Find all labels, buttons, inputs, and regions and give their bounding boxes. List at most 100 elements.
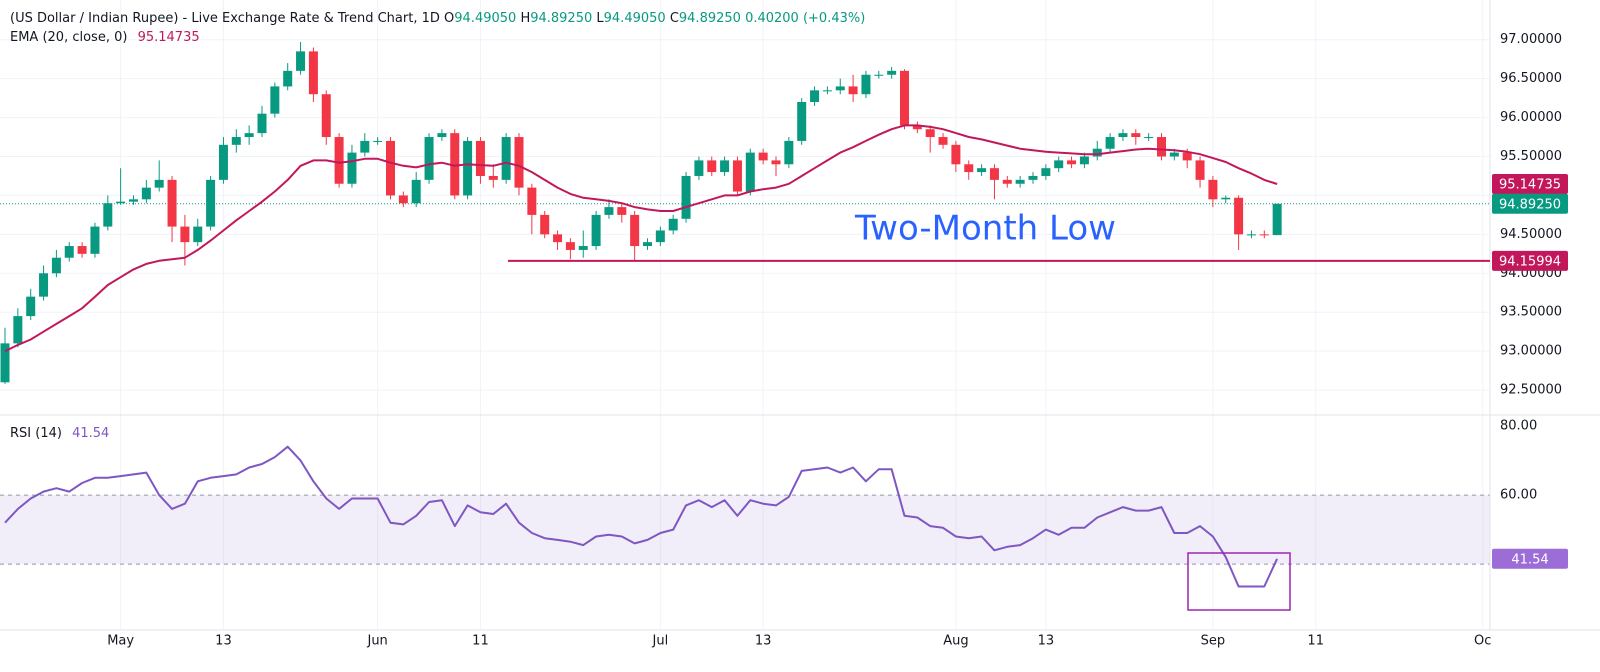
candle-body bbox=[1041, 168, 1051, 176]
candle-body bbox=[681, 175, 691, 219]
annotation: Two-Month Low bbox=[854, 209, 1116, 249]
candle-body bbox=[732, 160, 742, 192]
candle-body bbox=[373, 140, 383, 142]
candle-body bbox=[437, 133, 447, 138]
candle-body bbox=[347, 152, 357, 184]
candle-body bbox=[13, 316, 23, 344]
candle-body bbox=[565, 242, 575, 250]
y-tick-label: 93.50000 bbox=[1500, 305, 1562, 320]
y-tick-label: 92.50000 bbox=[1500, 383, 1562, 398]
candle-body bbox=[720, 160, 730, 173]
candle-body bbox=[1169, 152, 1179, 157]
candle-body bbox=[553, 234, 563, 243]
candle-body bbox=[257, 113, 267, 134]
candle-body bbox=[668, 218, 678, 231]
candle-body bbox=[501, 137, 511, 180]
ema-legend: EMA (20, close, 0) 95.14735 bbox=[10, 29, 200, 47]
candle-body bbox=[835, 86, 845, 91]
ohlc-key: O bbox=[444, 11, 455, 26]
candle-body bbox=[411, 179, 421, 204]
candle-body bbox=[475, 140, 485, 176]
candle-body bbox=[771, 160, 781, 165]
candle-body bbox=[745, 152, 755, 192]
candle-body bbox=[643, 242, 652, 247]
candle-body bbox=[578, 246, 588, 250]
x-tick-label: 13 bbox=[1038, 634, 1055, 649]
candle-body bbox=[26, 296, 36, 317]
candle-body bbox=[912, 125, 922, 130]
symbol-legend: (US Dollar / Indian Rupee) - Live Exchan… bbox=[10, 10, 865, 28]
last-price-label: 94.89250 bbox=[1499, 197, 1561, 212]
ohlc-value: 94.89250 bbox=[530, 11, 593, 26]
candle-body bbox=[64, 246, 74, 258]
candle-body bbox=[1221, 197, 1231, 200]
ohlc-key: H bbox=[520, 11, 531, 26]
candle-body bbox=[1002, 179, 1012, 184]
rsi-value: 41.54 bbox=[72, 426, 110, 441]
ema-value: 95.14735 bbox=[137, 30, 200, 45]
candle-body bbox=[77, 246, 87, 254]
candle-body bbox=[206, 179, 216, 227]
support-price-label-box bbox=[1492, 250, 1568, 271]
candle-body bbox=[283, 70, 293, 87]
candle-body bbox=[488, 175, 498, 180]
rsi-name: RSI (14) bbox=[10, 426, 62, 441]
candle-body bbox=[617, 207, 627, 215]
candle-body bbox=[527, 187, 537, 215]
rsi-value-label-box bbox=[1492, 548, 1568, 569]
candle-body bbox=[296, 51, 306, 71]
candle-body bbox=[386, 140, 395, 196]
candle-body bbox=[822, 90, 832, 92]
candle-body bbox=[116, 201, 126, 204]
candle-body bbox=[1234, 197, 1244, 235]
candle-body bbox=[989, 168, 999, 180]
y-tick-label: 96.00000 bbox=[1500, 110, 1562, 125]
x-tick-label: May bbox=[107, 634, 134, 649]
rsi-highlight-box bbox=[1187, 552, 1291, 611]
x-tick-label: 11 bbox=[1307, 634, 1324, 649]
ohlc-value: 94.49050 bbox=[603, 11, 666, 26]
candle-body bbox=[1067, 160, 1077, 165]
candle-body bbox=[1144, 137, 1154, 139]
candle-body bbox=[861, 74, 871, 95]
candle-body bbox=[810, 90, 820, 102]
y-tick-label: 95.50000 bbox=[1500, 149, 1562, 164]
ema-price-label-box bbox=[1492, 173, 1568, 194]
x-tick-label: Jun bbox=[366, 634, 387, 649]
candle-body bbox=[707, 160, 717, 173]
candle-body bbox=[398, 195, 408, 204]
ema-line bbox=[4, 124, 1278, 353]
candle-body bbox=[193, 226, 203, 243]
candle-body bbox=[784, 140, 794, 165]
ema-price-label: 95.14735 bbox=[1499, 177, 1561, 192]
candle-body bbox=[334, 137, 344, 184]
candle-body bbox=[1195, 160, 1205, 180]
symbol-title: (US Dollar / Indian Rupee) - Live Exchan… bbox=[10, 11, 440, 26]
x-tick-label: Sep bbox=[1201, 634, 1226, 649]
candle-body bbox=[1272, 203, 1282, 236]
ohlc-key: C bbox=[669, 11, 679, 26]
candle-body bbox=[167, 179, 177, 227]
candle-body bbox=[231, 137, 241, 145]
rsi-line bbox=[4, 445, 1279, 588]
x-tick-label: Oc bbox=[1474, 634, 1491, 649]
y-tick-label: 97.00000 bbox=[1500, 32, 1562, 47]
candle-body bbox=[540, 214, 550, 235]
ema-name: EMA (20, close, 0) bbox=[10, 30, 128, 45]
rsi-legend: RSI (14) 41.54 bbox=[10, 425, 109, 443]
candle-body bbox=[244, 133, 254, 138]
candle-body bbox=[1131, 133, 1141, 138]
candle-body bbox=[925, 129, 935, 138]
candle-body bbox=[758, 152, 768, 161]
candle-body bbox=[154, 179, 164, 188]
candle-body bbox=[218, 144, 228, 180]
ohlc-value: 94.89250 bbox=[678, 11, 741, 26]
candle-body bbox=[1015, 179, 1025, 184]
candle-body bbox=[270, 86, 280, 114]
candle-body bbox=[39, 273, 49, 297]
x-tick-label: Jul bbox=[652, 634, 669, 649]
candle-body bbox=[1105, 137, 1115, 149]
candle-body bbox=[874, 74, 884, 76]
candle-body bbox=[630, 214, 640, 247]
